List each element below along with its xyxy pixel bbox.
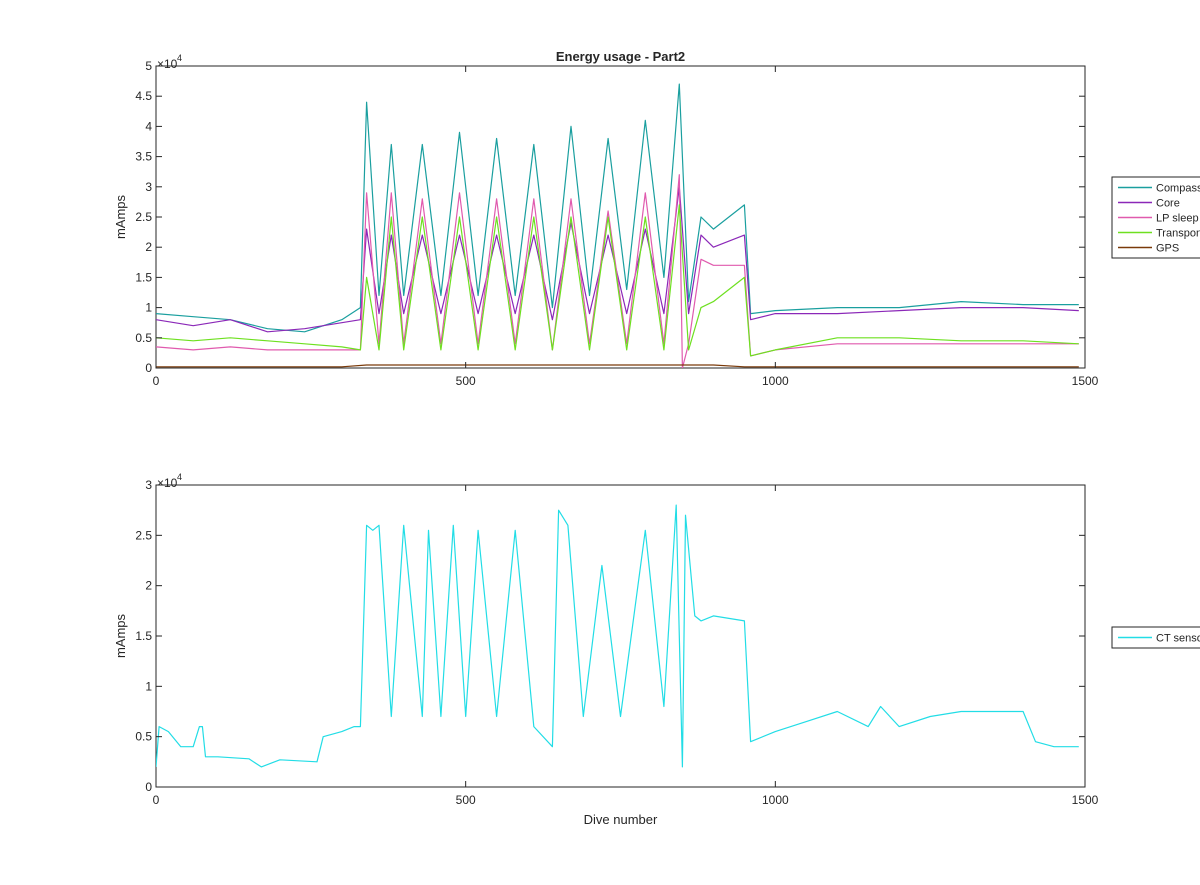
bottom-plot-area: 0 500 1000 1500 0 0.5 1 1.5 2 2.5 3 xyxy=(135,478,1098,807)
top-y-tick-label: 5 xyxy=(145,59,152,73)
bottom-x-tick-label: 1000 xyxy=(762,793,789,807)
bottom-legend: CT sensor xyxy=(1111,626,1200,649)
legend-label-gps: GPS xyxy=(1156,243,1179,255)
legend-label-transponder: Transponder xyxy=(1156,228,1200,240)
top-x-tick-label: 0 xyxy=(153,374,160,388)
legend-label-lp-sleep: LP sleep xyxy=(1156,213,1199,225)
series-line-ct-sensor xyxy=(156,504,1079,768)
top-y-tick-label: 0.5 xyxy=(135,331,152,345)
bottom-y-tick-label: 1.5 xyxy=(135,629,152,643)
top-y-tick-label: 3 xyxy=(145,180,152,194)
bottom-exponent: ×10 4 xyxy=(157,472,182,490)
legend-label-compass: Compass xyxy=(1156,183,1200,195)
top-y-axis-label: mAmps xyxy=(113,194,128,239)
top-exponent-power: 4 xyxy=(177,53,182,63)
bottom-x-tick-label: 1500 xyxy=(1072,793,1099,807)
bottom-y-tick-label: 0 xyxy=(145,780,152,794)
top-y-tick-label: 0 xyxy=(145,361,152,375)
bottom-exponent-power: 4 xyxy=(177,472,182,482)
bottom-y-tick-label: 2 xyxy=(145,579,152,593)
top-y-tick-label: 2 xyxy=(145,240,152,254)
bottom-series-group xyxy=(156,504,1079,768)
chart-title: Energy usage - Part2 xyxy=(556,49,685,64)
subplot-bottom: ×10 4 mAmps Dive number 0 500 1000 1500 0 0.5… xyxy=(113,472,1200,827)
top-y-tick-label: 3.5 xyxy=(135,150,152,164)
top-x-tick-label: 1000 xyxy=(762,374,789,388)
bottom-x-tick-label: 0 xyxy=(153,793,160,807)
top-y-tick-label: 1.5 xyxy=(135,270,152,284)
bottom-exponent-base: ×10 xyxy=(157,476,178,490)
bottom-y-tick-label: 3 xyxy=(145,478,152,492)
bottom-legend-box xyxy=(1111,626,1200,649)
top-plot-area: 0 500 1000 1500 0 0.5 1 1.5 2 2.5 3 3.5 4 4.5 5 xyxy=(135,59,1098,388)
top-exponent-base: ×10 xyxy=(157,57,178,71)
top-exponent: ×10 4 xyxy=(157,53,182,71)
bottom-y-axis-label: mAmps xyxy=(113,613,128,658)
top-x-tick-label: 500 xyxy=(456,374,476,388)
bottom-y-tick-label: 2.5 xyxy=(135,528,152,542)
top-series-group xyxy=(156,83,1079,368)
top-legend: Compass Core LP sleep Transponder GPS xyxy=(1111,176,1200,259)
series-line-transponder xyxy=(156,204,1079,357)
series-line-gps xyxy=(156,364,1079,368)
top-y-tick-label: 4.5 xyxy=(135,89,152,103)
top-y-tick-label: 4 xyxy=(145,119,152,133)
subplot-top: Energy usage - Part2 ×10 4 mAmps 0 500 100… xyxy=(113,49,1200,388)
bottom-y-tick-label: 0.5 xyxy=(135,730,152,744)
top-y-tick-label: 1 xyxy=(145,301,152,315)
legend-label-ct-sensor: CT sensor xyxy=(1156,633,1200,645)
series-line-core xyxy=(156,186,1079,333)
bottom-x-axis-label: Dive number xyxy=(584,812,658,827)
bottom-y-tick-label: 1 xyxy=(145,679,152,693)
bottom-x-tick-label: 500 xyxy=(456,793,476,807)
legend-label-core: Core xyxy=(1156,198,1180,210)
top-y-tick-label: 2.5 xyxy=(135,210,152,224)
top-x-tick-label: 1500 xyxy=(1072,374,1099,388)
